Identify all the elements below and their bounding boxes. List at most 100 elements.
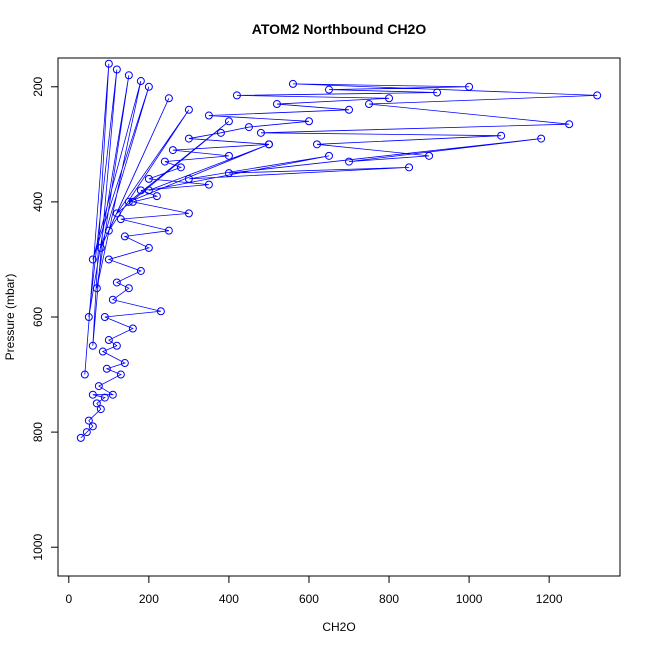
point: [84, 416, 93, 425]
x-tick-label: 400: [219, 592, 239, 606]
x-tick-label: 800: [379, 592, 399, 606]
point: [144, 174, 153, 183]
y-tick-label: 200: [31, 76, 45, 96]
point: [136, 186, 145, 195]
x-tick-label: 200: [139, 592, 159, 606]
point: [176, 163, 185, 172]
point: [124, 71, 133, 80]
point: [156, 307, 165, 316]
point: [216, 128, 225, 137]
point: [108, 295, 117, 304]
point: [96, 405, 105, 414]
point: [288, 79, 297, 88]
point: [98, 347, 107, 356]
point: [232, 91, 241, 100]
point: [136, 266, 145, 275]
point: [168, 146, 177, 155]
point: [128, 324, 137, 333]
point: [204, 180, 213, 189]
point: [537, 134, 546, 143]
connecting-line: [80, 63, 598, 439]
x-axis-label: CH2O: [322, 620, 355, 634]
point: [184, 134, 193, 143]
point: [88, 255, 97, 264]
plot-frame: [57, 57, 621, 577]
point: [92, 399, 101, 408]
point: [144, 243, 153, 252]
point: [94, 382, 103, 391]
point: [204, 111, 213, 120]
point: [112, 65, 121, 74]
point: [104, 59, 113, 68]
y-axis-label: Pressure (mbar): [3, 274, 17, 361]
point: [184, 209, 193, 218]
point: [385, 94, 394, 103]
point: [324, 151, 333, 160]
point: [112, 209, 121, 218]
point: [80, 370, 89, 379]
point: [112, 278, 121, 287]
point: [304, 117, 313, 126]
point: [144, 186, 153, 195]
point: [76, 433, 85, 442]
point: [108, 390, 117, 399]
point: [345, 157, 354, 166]
y-tick-label: 800: [31, 422, 45, 442]
point: [433, 88, 442, 97]
point: [92, 284, 101, 293]
point: [184, 174, 193, 183]
point: [224, 169, 233, 178]
point: [324, 85, 333, 94]
point: [88, 341, 97, 350]
point: [365, 100, 374, 109]
point: [593, 91, 602, 100]
point: [88, 422, 97, 431]
point: [136, 77, 145, 86]
point: [565, 120, 574, 129]
point: [256, 128, 265, 137]
point: [345, 105, 354, 114]
x-tick-label: 1200: [536, 592, 563, 606]
y-tick-label: 600: [31, 307, 45, 327]
x-tick-label: 1000: [456, 592, 483, 606]
point: [120, 359, 129, 368]
point: [104, 336, 113, 345]
point: [116, 215, 125, 224]
point: [128, 197, 137, 206]
point: [102, 364, 111, 373]
point: [425, 151, 434, 160]
point: [96, 243, 105, 252]
point: [184, 105, 193, 114]
point: [152, 192, 161, 201]
point: [405, 163, 414, 172]
point: [82, 428, 91, 437]
point: [124, 284, 133, 293]
x-tick-label: 0: [65, 592, 72, 606]
point: [244, 123, 253, 132]
point: [112, 341, 121, 350]
point: [164, 226, 173, 235]
x-tick-label: 600: [299, 592, 319, 606]
point: [104, 255, 113, 264]
chart-title: ATOM2 Northbound CH2O: [252, 21, 427, 37]
point: [164, 94, 173, 103]
point: [100, 313, 109, 321]
point: [224, 151, 233, 160]
point: [84, 313, 93, 321]
point: [88, 390, 97, 399]
point: [116, 370, 125, 379]
point: [312, 140, 321, 149]
point: [465, 82, 474, 91]
point: [144, 82, 153, 91]
y-tick-label: 1000: [31, 534, 45, 561]
point: [124, 197, 133, 206]
point: [120, 232, 129, 241]
point: [272, 100, 281, 109]
point: [100, 393, 109, 402]
y-tick-label: 400: [31, 192, 45, 212]
point: [104, 226, 113, 235]
point: [497, 131, 506, 140]
point: [264, 140, 273, 149]
point: [224, 117, 233, 126]
